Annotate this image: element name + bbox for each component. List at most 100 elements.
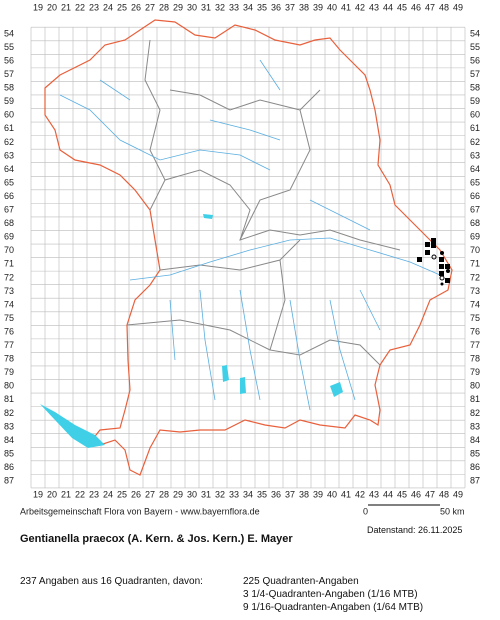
column-label: 49 bbox=[453, 2, 463, 12]
lake-chiemsee bbox=[330, 382, 343, 397]
occurrence bbox=[425, 250, 430, 255]
grid bbox=[30, 26, 466, 489]
row-label: 61 bbox=[4, 123, 14, 133]
occurrence bbox=[446, 269, 450, 273]
scale-start: 0 bbox=[363, 506, 368, 516]
row-label: 72 bbox=[470, 272, 480, 282]
row-label: 82 bbox=[470, 408, 480, 418]
column-label: 27 bbox=[145, 489, 155, 499]
lake-small bbox=[203, 214, 213, 219]
column-label: 28 bbox=[159, 2, 169, 12]
stats-line: 3 1/4-Quadranten-Angaben (1/16 MTB) bbox=[243, 589, 418, 600]
lake-bodensee bbox=[40, 404, 105, 448]
column-label: 32 bbox=[215, 489, 225, 499]
row-label: 79 bbox=[470, 367, 480, 377]
occurrence bbox=[431, 238, 436, 243]
stats-line: 9 1/16-Quadranten-Angaben (1/64 MTB) bbox=[243, 602, 424, 613]
column-label: 39 bbox=[313, 489, 323, 499]
column-label: 48 bbox=[439, 2, 449, 12]
column-label: 25 bbox=[117, 2, 127, 12]
row-label: 75 bbox=[4, 313, 14, 323]
stats-summary: 237 Angaben aus 16 Quadranten, davon: bbox=[20, 576, 203, 587]
column-label: 28 bbox=[159, 489, 169, 499]
row-label: 57 bbox=[4, 69, 14, 79]
occurrence bbox=[431, 243, 436, 248]
column-label: 19 bbox=[33, 2, 43, 12]
row-label: 57 bbox=[470, 69, 480, 79]
column-label: 32 bbox=[215, 2, 225, 12]
row-label: 54 bbox=[4, 28, 14, 38]
column-label: 26 bbox=[131, 2, 141, 12]
occurrence bbox=[445, 264, 450, 269]
occurrence bbox=[425, 242, 430, 247]
column-label: 44 bbox=[383, 489, 393, 499]
row-label: 83 bbox=[4, 421, 14, 431]
scale-end: 50 km bbox=[440, 506, 465, 516]
row-label: 82 bbox=[4, 408, 14, 418]
column-label: 46 bbox=[411, 2, 421, 12]
column-label: 19 bbox=[33, 489, 43, 499]
row-label: 77 bbox=[4, 340, 14, 350]
column-label: 20 bbox=[47, 489, 57, 499]
row-label: 55 bbox=[470, 42, 480, 52]
column-label: 27 bbox=[145, 2, 155, 12]
column-label: 31 bbox=[201, 2, 211, 12]
row-label: 66 bbox=[470, 191, 480, 201]
row-label: 62 bbox=[4, 137, 14, 147]
row-label: 61 bbox=[470, 123, 480, 133]
row-label: 68 bbox=[4, 218, 14, 228]
column-label: 40 bbox=[327, 2, 337, 12]
row-label: 59 bbox=[470, 96, 480, 106]
row-label: 80 bbox=[470, 381, 480, 391]
column-label: 47 bbox=[425, 489, 435, 499]
row-label: 85 bbox=[470, 448, 480, 458]
column-label: 36 bbox=[271, 2, 281, 12]
column-label: 47 bbox=[425, 2, 435, 12]
row-label: 64 bbox=[4, 164, 14, 174]
row-label: 65 bbox=[470, 177, 480, 187]
rivers bbox=[59, 59, 441, 411]
row-label: 68 bbox=[470, 218, 480, 228]
column-label: 22 bbox=[75, 489, 85, 499]
row-label: 55 bbox=[4, 42, 14, 52]
row-label: 73 bbox=[470, 286, 480, 296]
row-label: 59 bbox=[4, 96, 14, 106]
column-label: 45 bbox=[397, 489, 407, 499]
column-label: 38 bbox=[299, 2, 309, 12]
occurrence bbox=[431, 254, 437, 260]
row-label: 62 bbox=[470, 137, 480, 147]
row-label: 85 bbox=[4, 448, 14, 458]
row-label: 76 bbox=[470, 326, 480, 336]
row-label: 86 bbox=[470, 462, 480, 472]
row-label: 66 bbox=[4, 191, 14, 201]
column-label: 34 bbox=[243, 489, 253, 499]
row-label: 83 bbox=[470, 421, 480, 431]
row-label: 77 bbox=[470, 340, 480, 350]
row-label: 64 bbox=[470, 164, 480, 174]
row-label: 67 bbox=[470, 205, 480, 215]
column-label: 24 bbox=[103, 2, 113, 12]
row-label: 78 bbox=[4, 354, 14, 364]
row-label: 60 bbox=[4, 110, 14, 120]
column-label: 30 bbox=[187, 2, 197, 12]
column-label: 29 bbox=[173, 489, 183, 499]
row-label: 74 bbox=[470, 299, 480, 309]
map: 0 50 km Arbeitsgemeinschaft Flora von Ba… bbox=[4, 2, 480, 516]
row-label: 79 bbox=[4, 367, 14, 377]
row-label: 58 bbox=[470, 83, 480, 93]
row-label: 76 bbox=[4, 326, 14, 336]
column-label: 42 bbox=[355, 2, 365, 12]
row-label: 75 bbox=[470, 313, 480, 323]
row-label: 58 bbox=[4, 83, 14, 93]
occurrence bbox=[439, 264, 444, 269]
row-label: 87 bbox=[470, 476, 480, 486]
occurrence bbox=[440, 282, 444, 286]
column-label: 39 bbox=[313, 2, 323, 12]
row-label: 73 bbox=[4, 286, 14, 296]
column-label: 45 bbox=[397, 2, 407, 12]
column-label: 41 bbox=[341, 2, 351, 12]
date: Datenstand: 26.11.2025 bbox=[367, 525, 463, 535]
row-label: 70 bbox=[470, 245, 480, 255]
row-label: 71 bbox=[4, 259, 14, 269]
